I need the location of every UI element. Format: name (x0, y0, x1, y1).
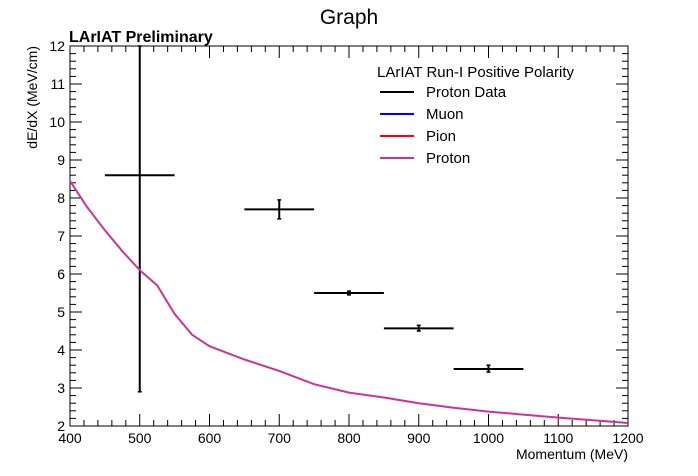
legend-entries: Proton Data Muon Pion Proton (380, 84, 507, 167)
x-tick-label: 500 (128, 430, 152, 446)
x-axis-title: Momentum (MeV) (516, 446, 628, 462)
legend-label: Pion (426, 128, 456, 145)
data-point (104, 45, 175, 393)
x-tick-label: 400 (58, 430, 82, 446)
y-tick-label: 5 (57, 304, 65, 320)
x-tick-label: 800 (337, 430, 361, 446)
legend-label: Proton Data (426, 84, 507, 101)
preliminary-annotation: LArIAT Preliminary (69, 29, 213, 46)
legend-label: Muon (426, 106, 464, 123)
y-axis-tick-labels: 2 3 4 5 6 7 8 9 10 11 12 (49, 38, 65, 434)
y-tick-label: 2 (57, 418, 65, 434)
y-tick-label: 9 (57, 152, 65, 168)
x-tick-label: 900 (407, 430, 431, 446)
y-axis-ticks (70, 45, 628, 427)
x-tick-label: 600 (198, 430, 222, 446)
y-axis-title: dE/dX (MeV/cm) (24, 46, 40, 149)
legend-entry: Pion (380, 128, 456, 145)
legend-entry: Proton (380, 150, 470, 167)
legend-label: Proton (426, 150, 470, 167)
x-tick-label: 1200 (612, 430, 643, 446)
data-point (244, 199, 315, 220)
y-tick-label: 7 (57, 228, 65, 244)
y-tick-label: 8 (57, 190, 65, 206)
legend-entry: Muon (380, 106, 464, 123)
legend-title: LArIAT Run-I Positive Polarity (377, 64, 575, 81)
y-tick-label: 4 (57, 342, 65, 358)
x-tick-label: 700 (268, 430, 292, 446)
y-tick-label: 11 (50, 76, 65, 92)
chart-title: Graph (320, 6, 378, 29)
y-tick-label: 6 (57, 266, 65, 282)
y-tick-label: 3 (57, 380, 65, 396)
data-point (453, 364, 524, 373)
series-layer (69, 45, 629, 424)
data-point (314, 290, 384, 296)
legend: LArIAT Run-I Positive Polarity Proton Da… (377, 64, 575, 167)
data-point (383, 324, 454, 332)
y-tick-label: 10 (49, 114, 65, 130)
y-tick-label: 12 (49, 38, 65, 54)
x-tick-label: 1000 (473, 430, 504, 446)
legend-entry: Proton Data (380, 84, 507, 101)
x-tick-label: 1100 (543, 430, 573, 446)
series-line-proton (69, 180, 629, 424)
x-axis-tick-labels: 400 500 600 700 800 900 1000 1100 1200 (58, 430, 643, 446)
